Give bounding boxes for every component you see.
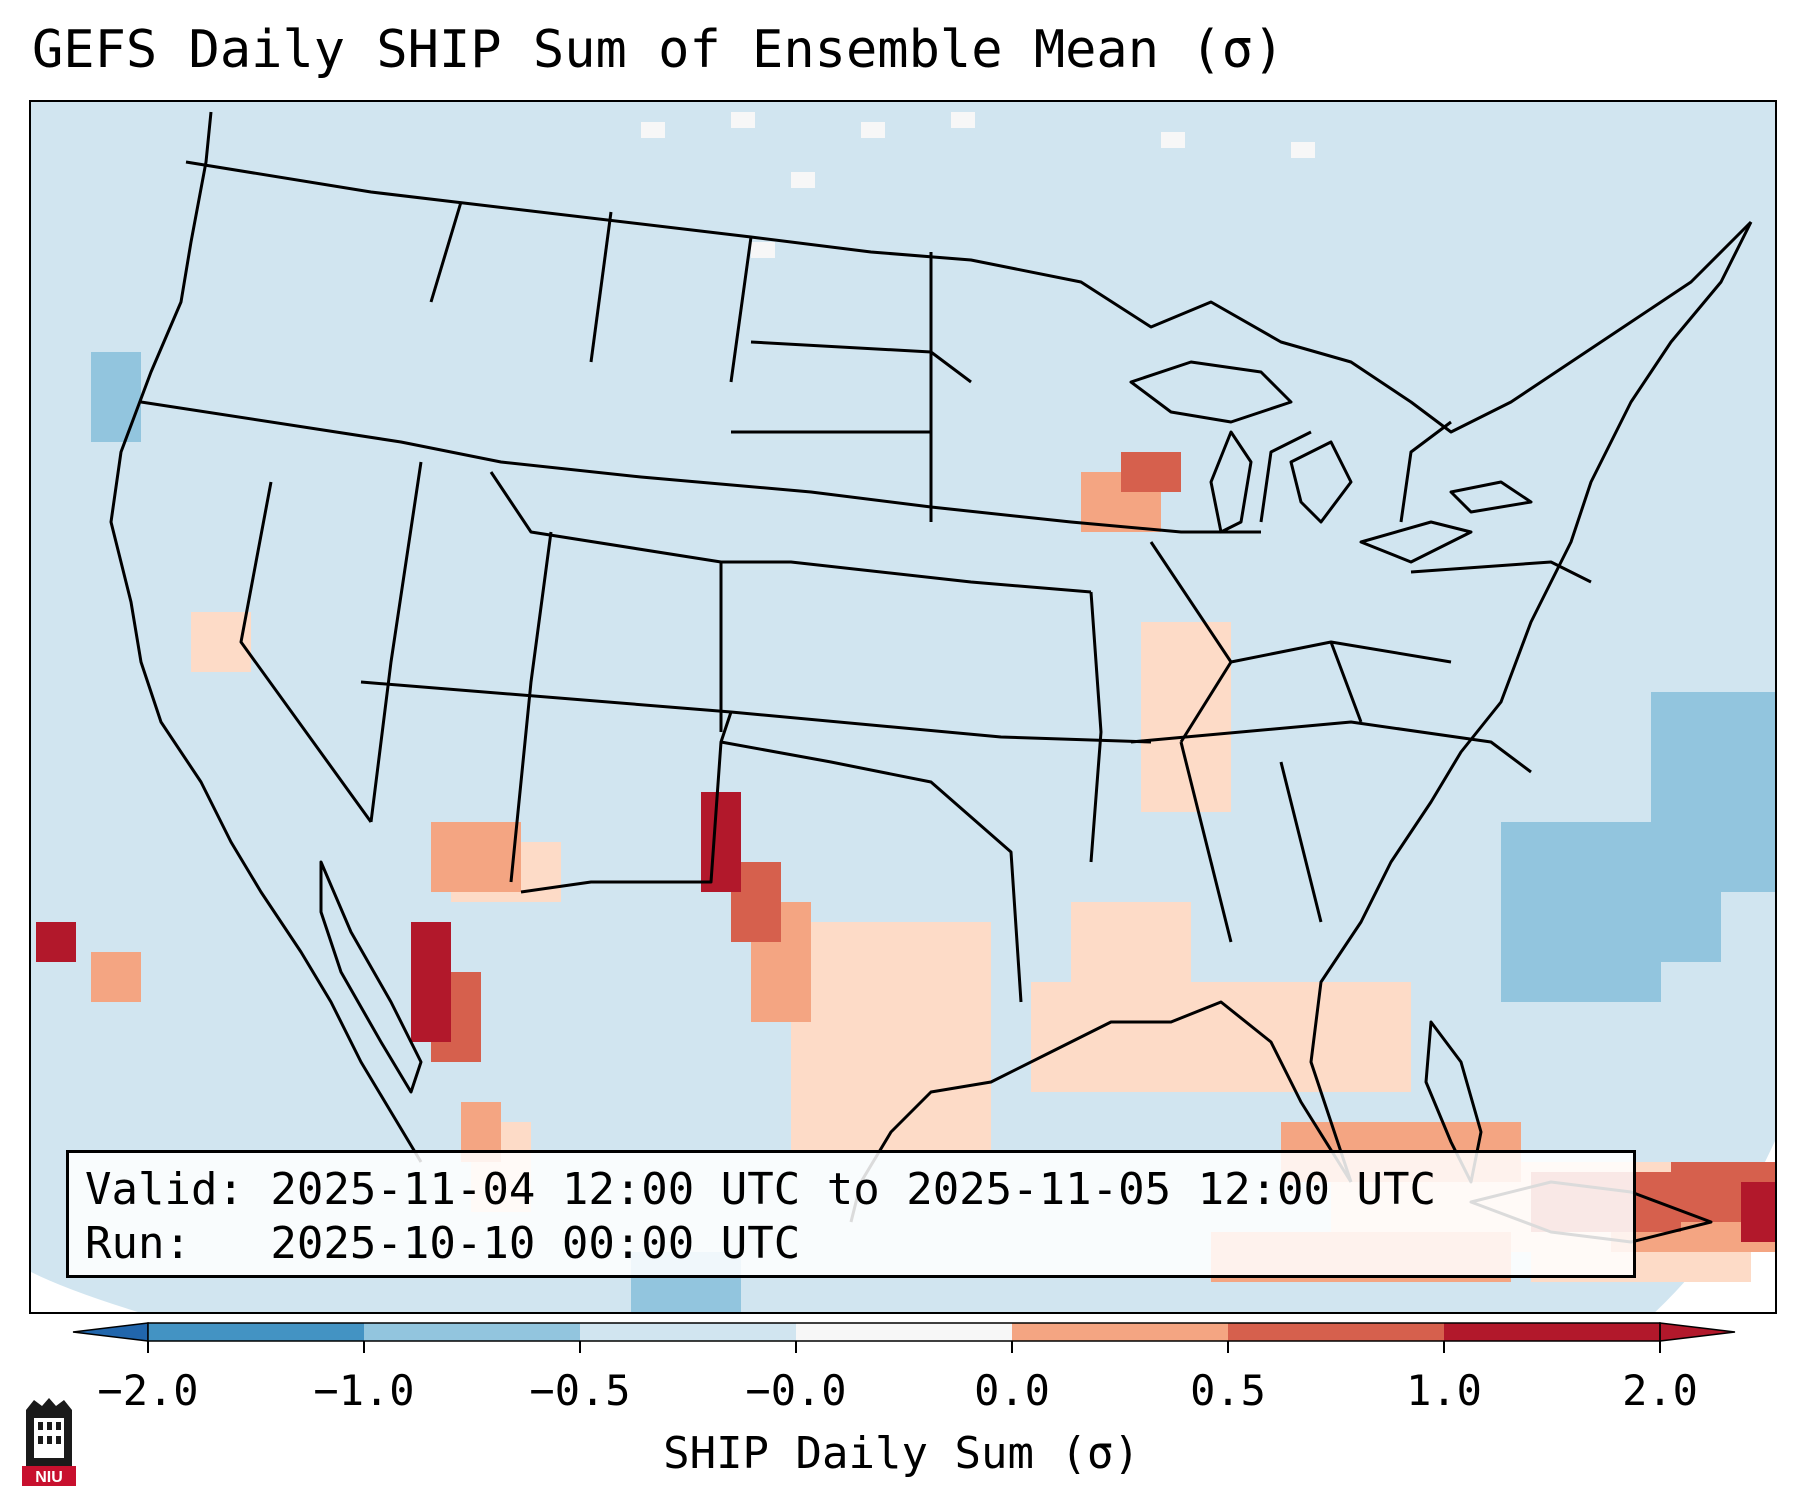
anomaly-cell [1121, 452, 1181, 492]
colorbar-segment [796, 1323, 1012, 1341]
neutral-cell [791, 172, 815, 188]
map-svg [31, 102, 1775, 1312]
anomaly-cell [791, 922, 991, 1152]
anomaly-cell [1651, 692, 1775, 892]
colorbar-tick-label: −2.0 [97, 1366, 199, 1415]
anomaly-cell [1741, 1182, 1775, 1242]
anomaly-cell [91, 952, 141, 1002]
colorbar-tick-label: 0.5 [1190, 1366, 1266, 1415]
colorbar-ticks [147, 1341, 1661, 1353]
niu-logo: NIU [22, 1398, 76, 1486]
colorbar-segment [364, 1323, 580, 1341]
colorbar-segments [72, 1322, 1736, 1342]
anomaly-cell [411, 922, 451, 1042]
svg-text:NIU: NIU [35, 1469, 63, 1486]
colorbar-outline [147, 1322, 1661, 1342]
colorbar-tick-label: 1.0 [1406, 1366, 1482, 1415]
colorbar-extend-min [72, 1322, 149, 1342]
anomaly-cell [701, 792, 741, 892]
map-panel [29, 100, 1777, 1314]
colorbar [72, 1322, 1736, 1353]
colorbar-label: SHIP Daily Sum (σ) [663, 1428, 1140, 1479]
colorbar-segment [1228, 1323, 1444, 1341]
chart-title: GEFS Daily SHIP Sum of Ensemble Mean (σ) [32, 20, 1285, 80]
neutral-cell [951, 112, 975, 128]
colorbar-tick-label: 0.0 [974, 1366, 1050, 1415]
anomaly-cell [1141, 622, 1231, 812]
anomaly-cell [91, 352, 141, 442]
neutral-cell [861, 122, 885, 138]
neutral-cell [641, 122, 665, 138]
colorbar-segment [1444, 1323, 1660, 1341]
state-borders [109, 111, 1753, 1244]
anomaly-cell [431, 822, 521, 892]
anomaly-cell [1591, 862, 1721, 962]
neutral-cell [751, 242, 775, 258]
run-line: Run: 2025-10-10 00:00 UTC [85, 1218, 801, 1269]
anomaly-cell [1071, 902, 1191, 1052]
anomaly-cell [36, 922, 76, 962]
colorbar-segment [580, 1323, 796, 1341]
colorbar-segment [1012, 1323, 1228, 1341]
valid-run-box: Valid: 2025-11-04 12:00 UTC to 2025-11-0… [66, 1150, 1636, 1278]
neutral-cell [731, 112, 755, 128]
colorbar-segment [148, 1323, 364, 1341]
colorbar-tick-label: −0.5 [529, 1366, 631, 1415]
valid-line: Valid: 2025-11-04 12:00 UTC to 2025-11-0… [85, 1164, 1437, 1215]
colorbar-tick-label: −1.0 [313, 1366, 415, 1415]
colorbar-extend-max [1659, 1322, 1736, 1342]
neutral-cell [1161, 132, 1185, 148]
neutral-cell [1291, 142, 1315, 158]
colorbar-tick-label: −0.0 [745, 1366, 847, 1415]
colorbar-tick-label: 2.0 [1622, 1366, 1698, 1415]
